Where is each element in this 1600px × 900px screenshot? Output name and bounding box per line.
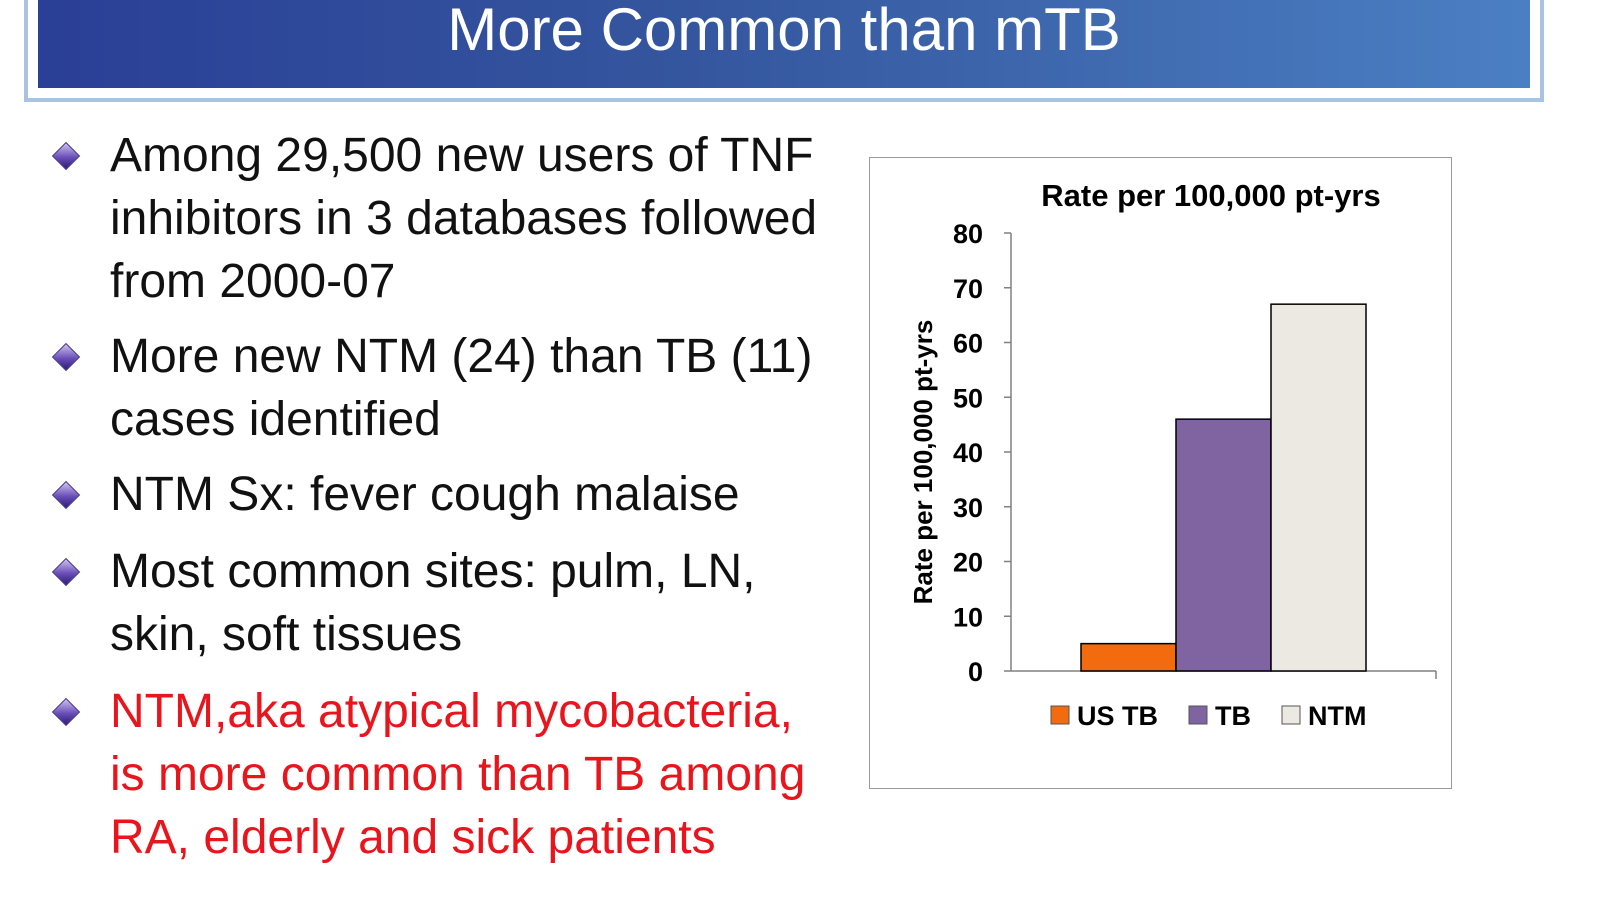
- chart-panel: Rate per 100,000 pt-yrs Rate per 100,000 …: [869, 157, 1452, 789]
- title-bar: More Common than mTB: [38, 0, 1530, 88]
- y-axis-label: Rate per 100,000 pt-yrs: [908, 320, 938, 605]
- bullet-line: NTM Sx: fever cough malaise: [110, 468, 740, 521]
- chart-title: Rate per 100,000 pt-yrs: [1041, 178, 1380, 213]
- y-tick-label: 50: [953, 383, 983, 413]
- y-tick-label: 30: [953, 493, 983, 523]
- bullet-line: Most common sites: pulm, LN,: [110, 545, 756, 598]
- slide-title: More Common than mTB: [447, 0, 1121, 63]
- diamond-bullet-icon: [52, 141, 81, 171]
- bullet-line: skin, soft tissues: [110, 608, 463, 661]
- y-tick-label: 20: [953, 548, 983, 578]
- bullet-line: cases identified: [110, 393, 441, 446]
- legend-swatch-tb: [1188, 705, 1208, 725]
- y-tick-label: 40: [953, 438, 983, 468]
- bar-ntm: [1270, 303, 1367, 672]
- y-tick-label: 0: [968, 657, 983, 687]
- legend-swatch-ntm: [1281, 705, 1301, 725]
- bullet-item: Most common sites: pulm, LN, skin, soft …: [52, 540, 872, 666]
- diamond-bullet-icon: [52, 342, 81, 372]
- diamond-bullet-icon: [52, 697, 81, 727]
- legend-label: TB: [1215, 701, 1251, 731]
- bullet-line: is more common than TB among: [110, 748, 806, 801]
- y-tick-label: 70: [953, 274, 983, 304]
- bullet-item-highlight: NTM,aka atypical mycobacteria, is more c…: [52, 680, 872, 869]
- diamond-bullet-icon: [52, 480, 81, 510]
- bullet-line: inhibitors in 3 databases followed: [110, 192, 818, 245]
- bullet-item: NTM Sx: fever cough malaise: [52, 463, 872, 526]
- legend-swatch-us-tb: [1050, 705, 1070, 725]
- bullet-line: RA, elderly and sick patients: [110, 811, 716, 864]
- bullet-line: from 2000-07: [110, 255, 396, 308]
- y-tick-label: 60: [953, 329, 983, 359]
- bullet-item: Among 29,500 new users of TNF inhibitors…: [52, 124, 872, 313]
- legend-label: NTM: [1308, 701, 1366, 731]
- bar-tb: [1175, 418, 1272, 672]
- bar-us-tb: [1080, 642, 1177, 672]
- bullet-item: More new NTM (24) than TB (11) cases ide…: [52, 325, 872, 451]
- bullet-line: More new NTM (24) than TB (11): [110, 330, 813, 383]
- diamond-bullet-icon: [52, 557, 81, 587]
- bar-chart: Rate per 100,000 pt-yrs Rate per 100,000 …: [908, 178, 1437, 731]
- bullet-list: Among 29,500 new users of TNF inhibitors…: [52, 124, 872, 869]
- y-tick-label: 10: [953, 602, 983, 632]
- y-tick-label: 80: [953, 219, 983, 249]
- bullet-line: NTM,aka atypical mycobacteria,: [110, 685, 793, 738]
- bullet-line: Among 29,500 new users of TNF: [110, 129, 814, 182]
- legend-label: US TB: [1077, 701, 1158, 731]
